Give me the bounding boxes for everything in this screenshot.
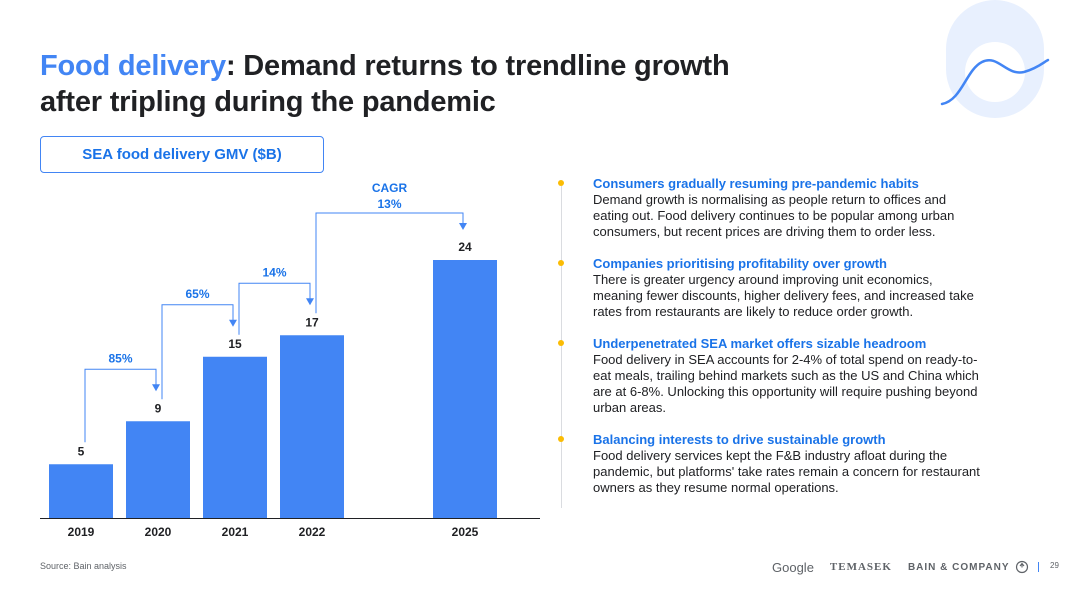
bar-2019 [49,464,113,518]
temasek-logo: TEMASEK [829,561,892,573]
source-note: Source: Bain analysis [40,561,127,571]
key-point: Underpenetrated SEA market offers sizabl… [556,336,986,422]
slide-title-rest: : Demand returns to trendline growth aft… [40,50,730,118]
key-point-heading: Underpenetrated SEA market offers sizabl… [593,336,927,351]
growth-rate-label: 85% [108,351,132,365]
footer-divider [1038,562,1039,572]
decorative-wave-graphic [940,0,1050,118]
bar-value-label: 17 [305,315,319,329]
bullet-dot [558,180,564,186]
connector-arrowhead [459,223,467,230]
x-tick-label: 2020 [145,525,172,539]
x-tick-label: 2025 [452,525,479,539]
bar-2020 [126,421,190,518]
key-point: Consumers gradually resuming pre-pandemi… [556,176,986,246]
bullet-dot [558,340,564,346]
partner-logos: Google TEMASEK BAIN & COMPANY [772,558,1029,576]
key-point-heading: Consumers gradually resuming pre-pandemi… [593,176,919,191]
cagr-label: CAGR [372,181,408,195]
bain-logo: BAIN & COMPANY [907,561,1010,573]
bullet-dot [558,260,564,266]
slide-title-accent: Food delivery [40,50,226,82]
google-logo: Google [772,559,814,575]
bar-2022 [280,335,344,518]
cagr-value-label: 13% [377,197,401,211]
bar-2025 [433,260,497,518]
chart-label: SEA food delivery GMV ($B) [40,136,324,173]
gmv-bar-chart: 5 2019 9 2020 15 2021 17 2022 24 2025 85% 65% 14% CAG… [40,181,540,539]
bullet-dot [558,436,564,442]
key-point-heading: Balancing interests to drive sustainable… [593,432,886,447]
bar-value-label: 15 [228,337,242,351]
key-point: Balancing interests to drive sustainable… [556,432,986,502]
key-point-heading: Companies prioritising profitability ove… [593,256,887,271]
growth-connector [238,282,311,335]
bar-2021 [203,356,267,518]
key-point-body: Food delivery services kept the F&B indu… [593,448,980,495]
x-tick-label: 2021 [222,525,249,539]
growth-connector [161,304,234,400]
key-point-body: There is greater urgency around improvin… [593,272,974,319]
connector-arrowhead [152,384,160,392]
timeline-line [561,186,562,508]
growth-rate-label: 14% [262,265,286,279]
connector-arrowhead [306,298,314,306]
bar-value-label: 9 [155,401,162,415]
key-point: Companies prioritising profitability ove… [556,256,986,326]
bar-value-label: 5 [78,444,85,458]
bar-value-label: 24 [458,240,472,254]
growth-connector [315,212,464,314]
growth-rate-label: 65% [185,287,209,301]
connector-arrowhead [229,319,237,327]
bain-emblem-icon [1015,560,1028,574]
page-number: 29 [1050,561,1059,570]
slide-title: Food delivery: Demand returns to trendli… [40,48,740,120]
key-point-body: Food delivery in SEA accounts for 2-4% o… [593,352,979,415]
x-tick-label: 2022 [299,525,326,539]
x-tick-label: 2019 [68,525,95,539]
growth-connector [84,368,157,443]
key-point-body: Demand growth is normalising as people r… [593,192,955,239]
